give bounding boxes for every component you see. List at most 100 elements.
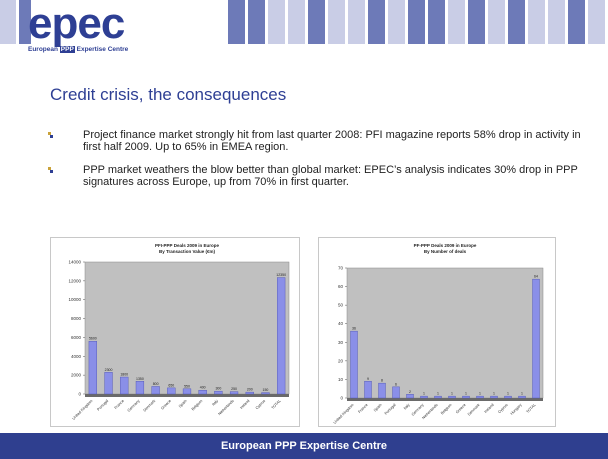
- bullet-text: Project finance market strongly hit from…: [83, 129, 581, 153]
- data-label: 1: [423, 392, 425, 396]
- data-label: 1: [437, 392, 439, 396]
- x-tick-label: Germany: [127, 399, 141, 413]
- y-tick-label: 40: [338, 321, 344, 326]
- header-block: [228, 0, 245, 44]
- header-block: [19, 0, 31, 44]
- y-tick-label: 0: [340, 396, 343, 401]
- data-label: 1: [521, 392, 523, 396]
- y-tick-label: 10: [338, 377, 344, 382]
- y-tick-label: 20: [338, 358, 344, 363]
- header-block: [0, 0, 16, 44]
- y-tick-label: 6000: [71, 335, 82, 340]
- bullet-item: PPP market weathers the blow better than…: [48, 164, 598, 188]
- data-label: 800: [153, 382, 159, 386]
- x-tick-label: TOTAL: [525, 403, 536, 414]
- y-tick-label: 50: [338, 303, 344, 308]
- bar: [120, 376, 129, 395]
- header-block: [248, 0, 265, 44]
- bar: [476, 395, 484, 399]
- x-tick-label: Cyprus: [255, 399, 266, 410]
- bar: [504, 395, 512, 399]
- data-label: 650: [168, 383, 174, 387]
- y-tick-label: 12000: [68, 278, 81, 283]
- header-block: [448, 0, 465, 44]
- y-tick-label: 60: [338, 284, 344, 289]
- chart-transaction-value: PFI-PPP Deals 2009 in Europe By Transacti…: [50, 237, 300, 427]
- y-tick-label: 8000: [71, 316, 82, 321]
- x-tick-label: Portugal: [96, 399, 109, 412]
- bar: [214, 390, 223, 395]
- data-label: 1: [493, 392, 495, 396]
- x-tick-label: Germany: [411, 403, 425, 417]
- x-tick-label: Denmark: [467, 403, 481, 417]
- plot-floor: [347, 398, 543, 401]
- header-block: [308, 0, 325, 44]
- logo-tagline-ppp: PPP: [59, 46, 75, 53]
- bar: [167, 387, 176, 395]
- data-label: 1: [465, 392, 467, 396]
- data-label: 250: [231, 387, 237, 391]
- bar: [151, 386, 160, 395]
- bar: [490, 395, 498, 399]
- plot-area: [84, 261, 290, 395]
- data-label: 2300: [105, 368, 113, 372]
- y-tick-label: 14000: [68, 260, 81, 265]
- data-label: 12350: [276, 273, 286, 277]
- data-label: 5600: [89, 337, 97, 341]
- plot-area: [346, 267, 544, 399]
- bar: [420, 395, 428, 399]
- header-block: [528, 0, 545, 44]
- x-tick-label: Belgium: [191, 399, 204, 412]
- header-block: [428, 0, 445, 44]
- bar: [518, 395, 526, 399]
- y-tick-label: 70: [338, 266, 344, 271]
- data-label: 8: [381, 379, 383, 383]
- y-tick-label: 2000: [71, 373, 82, 378]
- data-label: 36: [352, 327, 356, 331]
- bar: [261, 392, 270, 395]
- x-tick-label: TOTAL: [271, 399, 282, 410]
- plot-floor: [85, 394, 289, 397]
- header-block: [408, 0, 425, 44]
- bar: [104, 372, 113, 395]
- data-label: 400: [200, 386, 206, 390]
- chart-subtitle: By Transaction Value (€m): [159, 249, 216, 254]
- data-label: 1: [479, 392, 481, 396]
- bar: [277, 277, 286, 395]
- chart-title: PF-PPP Deals 2009 in Europe: [414, 243, 477, 248]
- header-block: [568, 0, 585, 44]
- logo-tagline-post: Expertise Centre: [74, 46, 129, 53]
- bullet-marker-icon: [48, 167, 53, 173]
- slide-header: epec European PPP Expertise Centre: [0, 0, 608, 62]
- bar: [532, 278, 540, 399]
- x-tick-label: Denmark: [143, 399, 157, 413]
- header-block: [268, 0, 285, 44]
- slide-title: Credit crisis, the consequences: [50, 85, 287, 104]
- logo-tagline-pre: European: [28, 46, 60, 53]
- x-tick-label: Hungary: [510, 403, 523, 416]
- x-tick-label: France: [358, 403, 369, 414]
- footer-text: European PPP Expertise Centre: [220, 440, 388, 452]
- header-block: [328, 0, 345, 44]
- data-label: 1350: [136, 377, 144, 381]
- data-label: 550: [184, 384, 190, 388]
- x-tick-label: Portugal: [384, 403, 397, 416]
- data-label: 6: [395, 382, 397, 386]
- x-tick-label: United Kingdom: [333, 403, 355, 425]
- bullet-item: Project finance market strongly hit from…: [48, 129, 598, 153]
- bar: [135, 381, 145, 395]
- bullet-marker-icon: [48, 132, 53, 138]
- bar: [462, 395, 470, 399]
- x-tick-label: Cyprus: [497, 403, 508, 414]
- header-block: [588, 0, 605, 44]
- x-tick-label: United Kingdom: [72, 399, 94, 421]
- y-tick-label: 10000: [68, 297, 81, 302]
- data-label: 1: [507, 392, 509, 396]
- data-label: 150: [263, 388, 269, 392]
- x-tick-label: France: [114, 399, 125, 410]
- y-tick-label: 30: [338, 340, 344, 345]
- chart-subtitle: By Number of deals: [424, 249, 467, 254]
- x-tick-label: Netherlands: [217, 399, 234, 416]
- bar: [448, 395, 456, 399]
